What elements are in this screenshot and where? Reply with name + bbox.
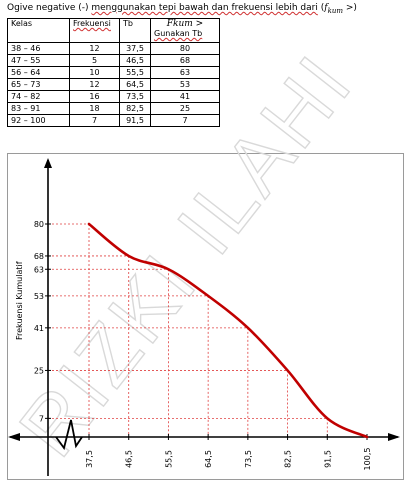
y-tick-label: 7	[39, 414, 44, 423]
x-tick-label: 91,5	[323, 450, 332, 468]
y-axis-arrow	[44, 158, 52, 168]
x-tick-label: 37,5	[85, 450, 94, 468]
table-row: 65 – 73 12 64,5 53	[7, 78, 220, 91]
table-row: 74 – 82 16 73,5 41	[7, 90, 220, 103]
chart-heading: Ogive negative (-) menggunakan tepi bawa…	[7, 3, 357, 15]
header-frekuensi: Frekuensi	[69, 18, 120, 43]
y-tick-label: 80	[34, 220, 44, 229]
x-tick-label: 73,5	[244, 450, 253, 468]
x-axis-arrow	[388, 433, 400, 441]
kelas-cell: 92 – 100	[7, 114, 70, 127]
table-row: 56 – 64 10 55,5 63	[7, 66, 220, 79]
header-fkum: Fkum > Gunakan Tb	[150, 18, 220, 43]
x-tick-label: 55,5	[164, 450, 173, 468]
y-tick-label: 53	[34, 292, 44, 301]
chart-frame	[7, 153, 404, 480]
fkum-cell: 7	[150, 114, 220, 127]
table-row: 83 – 91 18 82,5 25	[7, 102, 220, 115]
header-kelas: Kelas	[7, 18, 70, 43]
x-tick-label: 100,5	[363, 448, 372, 471]
frequency-table: Kelas Frekuensi Tb Fkum > Gunakan Tb 38 –…	[7, 18, 220, 127]
table-row: 92 – 100 7 91,5 7	[7, 114, 220, 127]
ogive-line	[87, 222, 369, 439]
x-tick-label: 82,5	[284, 450, 293, 468]
x-tick-label: 46,5	[125, 450, 134, 468]
y-tick-label: 63	[34, 265, 44, 274]
x-tick-label: 64,5	[204, 450, 213, 468]
x-axis-left-arrow	[8, 433, 20, 441]
axis-break-zigzag	[55, 419, 83, 451]
y-axis-label: Frekuensi Kumulatif	[15, 261, 24, 340]
table-row: 47 – 55 5 46,5 68	[7, 54, 220, 67]
y-tick-label: 25	[34, 366, 44, 375]
y-tick-label: 68	[34, 252, 44, 261]
y-tick-label: 41	[34, 324, 44, 333]
header-tb: Tb	[119, 18, 151, 43]
